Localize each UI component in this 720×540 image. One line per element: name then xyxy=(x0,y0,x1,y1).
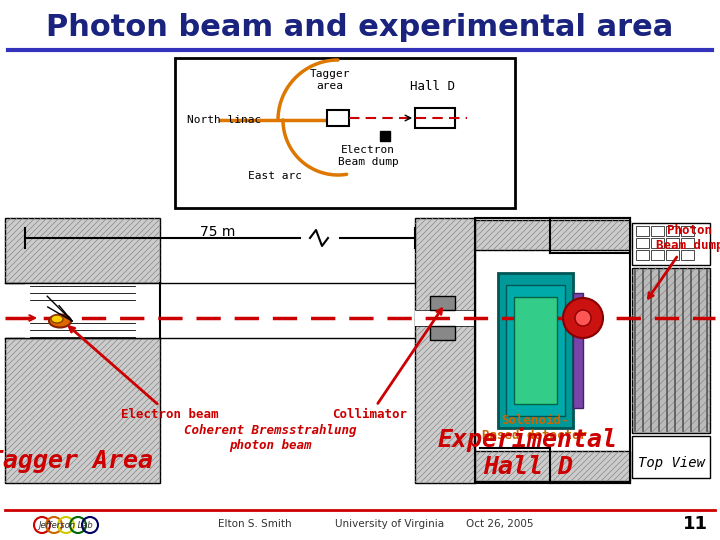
Text: Hall D: Hall D xyxy=(410,79,456,92)
Bar xyxy=(5,218,160,283)
Text: Top View: Top View xyxy=(639,456,706,470)
Bar xyxy=(430,326,455,340)
Bar xyxy=(506,285,565,416)
Text: Electron beam: Electron beam xyxy=(69,327,219,422)
Text: Electron
Beam dump: Electron Beam dump xyxy=(338,145,398,167)
Bar xyxy=(514,297,557,404)
Circle shape xyxy=(563,298,603,338)
Text: North linac: North linac xyxy=(187,115,261,125)
Bar xyxy=(25,283,160,338)
Text: Coherent Bremsstrahlung
photon beam: Coherent Bremsstrahlung photon beam xyxy=(184,424,356,452)
Text: Tagger Area: Tagger Area xyxy=(0,449,153,473)
Bar xyxy=(666,250,679,260)
Bar xyxy=(632,223,710,265)
Bar xyxy=(651,226,664,236)
Text: East arc: East arc xyxy=(248,171,302,181)
Bar xyxy=(632,436,710,478)
Text: Oct 26, 2005: Oct 26, 2005 xyxy=(467,519,534,529)
Bar xyxy=(681,250,694,260)
Text: University of Virginia: University of Virginia xyxy=(336,519,444,529)
Text: 75 m: 75 m xyxy=(200,225,235,239)
Text: Photon
Beam dump: Photon Beam dump xyxy=(648,224,720,298)
Bar xyxy=(651,238,664,248)
Text: Solenoid-
Based detector: Solenoid- Based detector xyxy=(482,414,588,442)
Bar xyxy=(430,296,455,310)
Text: Experimental
Hall D: Experimental Hall D xyxy=(438,427,618,480)
Text: Collimator: Collimator xyxy=(333,309,441,422)
Bar xyxy=(651,250,664,260)
Bar xyxy=(175,58,515,208)
Bar xyxy=(573,293,583,408)
Bar xyxy=(666,238,679,248)
Bar xyxy=(681,226,694,236)
Bar xyxy=(666,226,679,236)
Ellipse shape xyxy=(51,315,63,323)
Bar xyxy=(632,268,710,433)
Bar xyxy=(5,218,715,483)
Bar xyxy=(475,451,630,481)
Bar xyxy=(327,110,349,126)
Bar xyxy=(415,108,455,128)
Bar xyxy=(475,220,630,250)
Text: Photon beam and experimental area: Photon beam and experimental area xyxy=(46,14,674,43)
Text: Tagger
area: Tagger area xyxy=(310,69,350,91)
Bar xyxy=(636,250,649,260)
Circle shape xyxy=(575,310,591,326)
Bar xyxy=(480,253,625,448)
Ellipse shape xyxy=(49,314,71,327)
Bar xyxy=(415,310,475,326)
Text: 11: 11 xyxy=(683,515,708,533)
Bar xyxy=(636,226,649,236)
Bar xyxy=(681,238,694,248)
Text: Elton S. Smith: Elton S. Smith xyxy=(218,519,292,529)
Bar xyxy=(498,273,573,428)
Bar xyxy=(636,238,649,248)
Bar xyxy=(415,218,475,483)
Text: Jefferson Lab: Jefferson Lab xyxy=(39,521,94,530)
Bar xyxy=(5,338,160,483)
